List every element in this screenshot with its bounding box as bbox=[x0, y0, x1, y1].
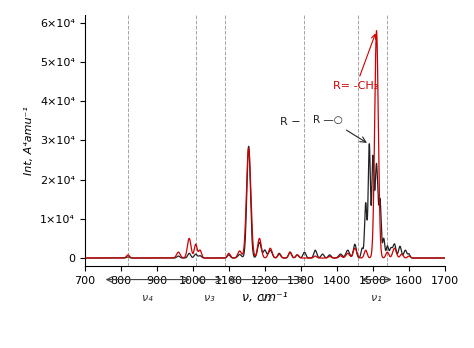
Text: ν₂: ν₂ bbox=[261, 293, 272, 303]
Text: R −: R − bbox=[280, 117, 301, 127]
Y-axis label: Int, A⁴amu⁻¹: Int, A⁴amu⁻¹ bbox=[25, 106, 35, 175]
Text: ν₄: ν₄ bbox=[142, 293, 153, 303]
Text: R= -CH₃: R= -CH₃ bbox=[333, 34, 379, 92]
X-axis label: ν, cm⁻¹: ν, cm⁻¹ bbox=[242, 291, 288, 304]
Text: ν₃: ν₃ bbox=[204, 293, 214, 303]
Text: ν₁: ν₁ bbox=[371, 293, 382, 303]
Text: R —○: R —○ bbox=[313, 115, 343, 125]
